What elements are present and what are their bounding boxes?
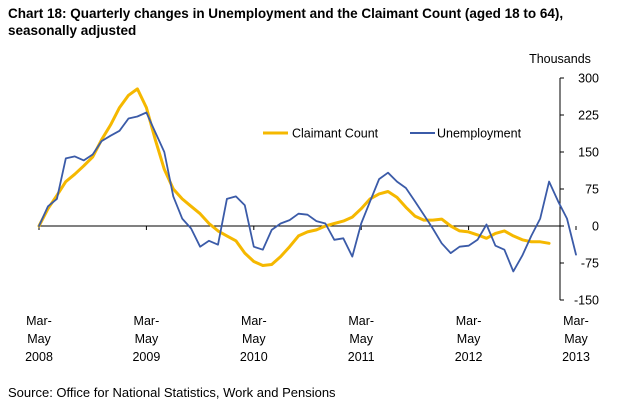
y-tick-label: 225 xyxy=(578,109,599,123)
y-axis-label: Thousands xyxy=(529,52,591,66)
x-tick-label: May xyxy=(564,332,588,346)
x-tick-label: May xyxy=(457,332,481,346)
legend: Claimant Count Unemployment xyxy=(263,127,522,141)
y-tick-label: 75 xyxy=(585,183,599,197)
legend-label-unemployment: Unemployment xyxy=(437,127,522,141)
x-tick-label: Mar- xyxy=(456,314,482,328)
x-tick-label: Mar- xyxy=(26,314,52,328)
series-line-unemployment xyxy=(38,111,577,273)
y-tick-labels: -150 -75 0 75 150 225 300 xyxy=(574,72,599,308)
x-tick-label: May xyxy=(349,332,373,346)
x-tick-label: 2008 xyxy=(25,350,53,364)
y-tick-label: -75 xyxy=(581,257,599,271)
x-tick-label: 2012 xyxy=(455,350,483,364)
x-tick-label: 2010 xyxy=(240,350,268,364)
y-tick-label: 150 xyxy=(578,146,599,160)
legend-label-claimant-count: Claimant Count xyxy=(292,127,379,141)
x-tick-label: May xyxy=(242,332,266,346)
x-tick-label: Mar- xyxy=(563,314,589,328)
chart-title: Chart 18: Quarterly changes in Unemploym… xyxy=(8,6,564,38)
y-tick-label: 0 xyxy=(592,220,599,234)
x-tick-label: 2009 xyxy=(132,350,160,364)
series-line-claimant-count xyxy=(37,87,551,267)
y-tick-label: 300 xyxy=(578,72,599,86)
x-tick-label: 2011 xyxy=(348,350,375,364)
source-note: Source: Office for National Statistics, … xyxy=(8,385,336,400)
plot-area xyxy=(37,77,577,301)
x-tick-label: Mar- xyxy=(134,314,160,328)
x-tick-label: Mar- xyxy=(348,314,374,328)
x-tick-label: May xyxy=(135,332,159,346)
y-tick-label: -150 xyxy=(574,294,599,308)
x-tick-labels: Mar- May 2008 Mar- May 2009 Mar- May 2010 Mar- May… xyxy=(25,314,590,364)
x-tick-label: May xyxy=(27,332,51,346)
x-tick-label: Mar- xyxy=(241,314,267,328)
x-tick-label: 2013 xyxy=(562,350,590,364)
